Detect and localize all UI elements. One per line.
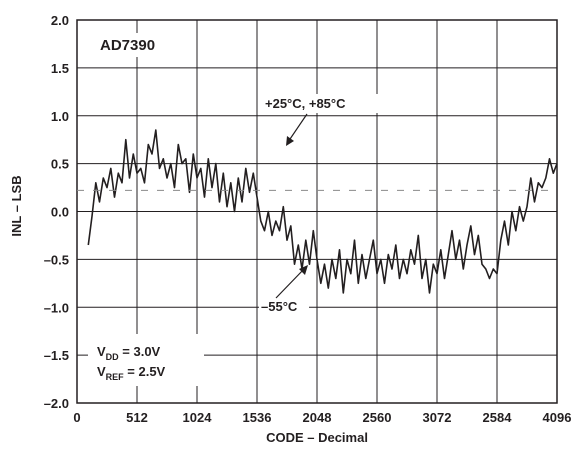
cold-label-background xyxy=(259,297,309,315)
hot-annotation: +25°C, +85°C xyxy=(265,96,346,111)
hot-arrow-head xyxy=(286,136,294,146)
y-tick-label: 2.0 xyxy=(51,13,69,28)
y-tick-label: –1.5 xyxy=(44,348,69,363)
vdd-condition: VDD = 3.0V xyxy=(97,344,161,362)
y-tick-label: –2.0 xyxy=(44,396,69,411)
series-layer xyxy=(77,129,558,294)
y-axis-label: INL – LSB xyxy=(9,175,24,236)
y-tick-label: –1.0 xyxy=(44,300,69,315)
x-tick-label: 1024 xyxy=(183,410,213,425)
vref-condition: VREF = 2.5V xyxy=(97,364,166,382)
x-tick-label: 2560 xyxy=(363,410,392,425)
hot-label-background xyxy=(262,94,378,113)
x-tick-labels: 0 512 1024 1536 2048 2560 3072 2584 4096 xyxy=(73,410,571,425)
x-tick-label: 3072 xyxy=(423,410,452,425)
cold-arrow-line xyxy=(275,267,306,299)
x-tick-label: 0 xyxy=(73,410,80,425)
title-background xyxy=(94,33,172,57)
y-tick-label: 0.5 xyxy=(51,157,69,172)
x-tick-label: 2584 xyxy=(483,410,513,425)
hot-arrow-line xyxy=(287,113,308,143)
y-tick-label: –0.5 xyxy=(44,252,69,267)
y-tick-labels: 2.0 1.5 1.0 0.5 0.0 –0.5 –1.0 –1.5 –2.0 xyxy=(44,13,69,411)
x-tick-label: 4096 xyxy=(543,410,572,425)
chart-title: AD7390 xyxy=(100,37,155,54)
series-inl-line xyxy=(87,129,558,294)
x-tick-label: 512 xyxy=(126,410,148,425)
plot-frame xyxy=(76,19,558,404)
conditions-background xyxy=(88,334,204,386)
y-tick-label: 0.0 xyxy=(51,205,69,220)
x-tick-label: 2048 xyxy=(303,410,332,425)
cold-arrow-head xyxy=(299,265,308,275)
cold-annotation: –55°C xyxy=(261,299,298,314)
y-tick-label: 1.5 xyxy=(51,61,69,76)
x-axis-label: CODE – Decimal xyxy=(266,430,368,445)
y-tick-label: 1.0 xyxy=(51,109,69,124)
x-tick-label: 1536 xyxy=(243,410,272,425)
